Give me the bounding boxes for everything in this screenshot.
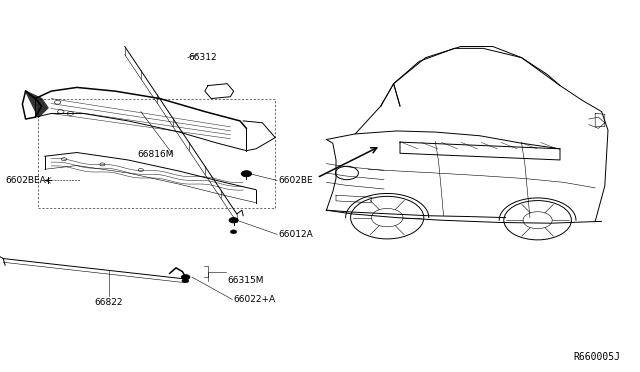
Text: 6602BEA: 6602BEA <box>5 176 46 185</box>
Circle shape <box>241 171 252 177</box>
Text: 66012A: 66012A <box>278 230 313 239</box>
Text: 66312: 66312 <box>189 53 218 62</box>
Text: 66822: 66822 <box>95 298 123 307</box>
Text: 66816M: 66816M <box>138 150 174 159</box>
Circle shape <box>230 230 237 234</box>
Text: 6602BE: 6602BE <box>278 176 313 185</box>
Text: 66315M: 66315M <box>227 276 264 285</box>
Text: R660005J: R660005J <box>574 352 621 362</box>
Circle shape <box>229 218 238 223</box>
Circle shape <box>181 275 190 280</box>
Circle shape <box>182 279 189 283</box>
Polygon shape <box>26 91 48 117</box>
Text: 66022+A: 66022+A <box>234 295 276 304</box>
